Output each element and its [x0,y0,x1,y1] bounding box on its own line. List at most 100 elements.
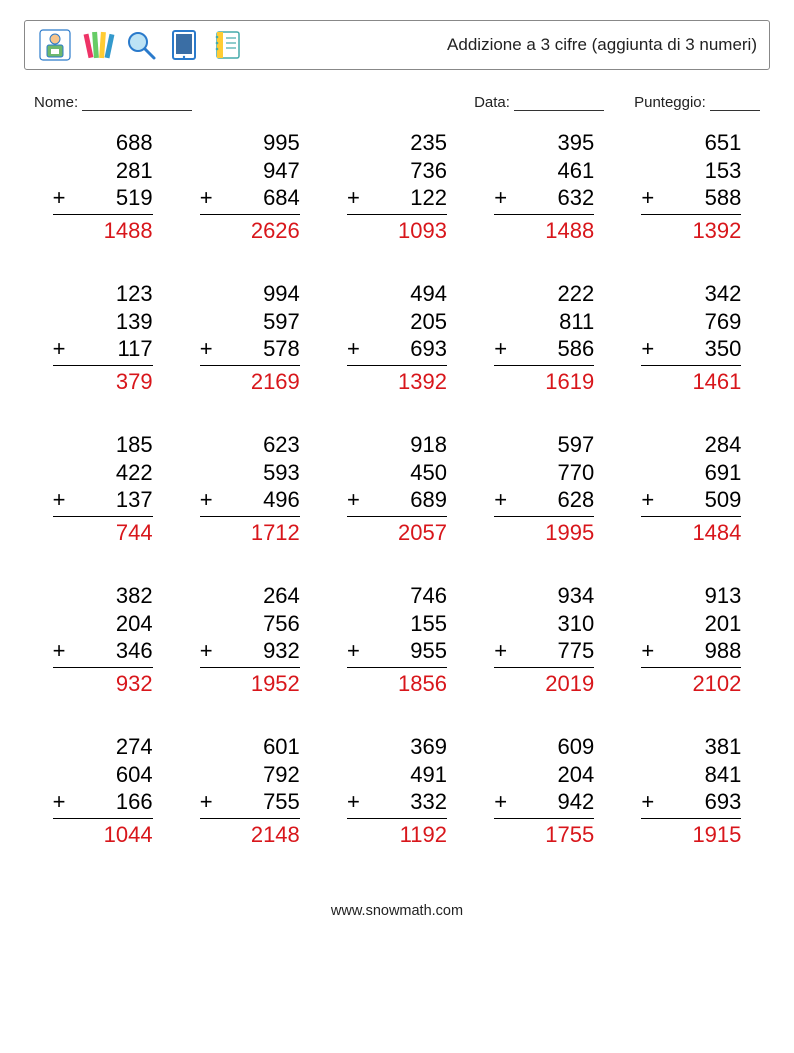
addend-2: 201 [641,610,741,638]
plus-sign: + [53,486,66,514]
addition-problem: 601792+7552148 [200,733,300,848]
addend-2: 769 [641,308,741,336]
addend-3-row: +684 [200,184,300,212]
addend-1: 274 [53,733,153,761]
addend-3-row: +693 [641,788,741,816]
tablet-icon [166,27,202,63]
addend-1: 381 [641,733,741,761]
addition-problem: 123139+117379 [53,280,153,395]
addend-3-row: +588 [641,184,741,212]
sum-rule: 2057 [347,516,447,547]
addend-2: 310 [494,610,594,638]
answer: 1995 [494,519,594,547]
addend-3: 628 [557,487,594,512]
answer: 1192 [347,821,447,849]
addend-1: 609 [494,733,594,761]
plus-sign: + [200,335,213,363]
addend-1: 369 [347,733,447,761]
sum-rule: 2019 [494,667,594,698]
date-blank [514,97,604,111]
addend-3: 693 [705,789,742,814]
sum-rule: 1093 [347,214,447,245]
addend-2: 491 [347,761,447,789]
answer: 1712 [200,519,300,547]
sum-rule: 1995 [494,516,594,547]
name-blank [82,97,192,111]
addend-3-row: +509 [641,486,741,514]
plus-sign: + [641,788,654,816]
plus-sign: + [53,788,66,816]
answer: 1488 [494,217,594,245]
addend-3: 496 [263,487,300,512]
sum-rule: 1192 [347,818,447,849]
addend-1: 235 [347,129,447,157]
addition-problem: 934310+7752019 [494,582,594,697]
addend-1: 913 [641,582,741,610]
addend-2: 691 [641,459,741,487]
plus-sign: + [347,335,360,363]
addend-3: 166 [116,789,153,814]
magnifier-icon [123,27,159,63]
addend-2: 736 [347,157,447,185]
addend-3-row: +693 [347,335,447,363]
addend-2: 155 [347,610,447,638]
answer: 1952 [200,670,300,698]
worksheet-title: Addizione a 3 cifre (aggiunta di 3 numer… [447,35,757,55]
answer: 1484 [641,519,741,547]
addition-problem: 623593+4961712 [200,431,300,546]
addend-1: 222 [494,280,594,308]
addend-2: 947 [200,157,300,185]
addend-2: 841 [641,761,741,789]
sum-rule: 744 [53,516,153,547]
addend-2: 597 [200,308,300,336]
sum-rule: 932 [53,667,153,698]
sum-rule: 1488 [53,214,153,245]
addend-3: 942 [557,789,594,814]
addend-2: 593 [200,459,300,487]
answer: 1856 [347,670,447,698]
footer-url: www.snowmath.com [24,903,770,919]
addend-3: 632 [557,185,594,210]
plus-sign: + [494,637,507,665]
addition-problem: 995947+6842626 [200,129,300,244]
addend-1: 342 [641,280,741,308]
answer: 2148 [200,821,300,849]
addend-1: 284 [641,431,741,459]
plus-sign: + [347,184,360,212]
addend-1: 995 [200,129,300,157]
header-box: Addizione a 3 cifre (aggiunta di 3 numer… [24,20,770,70]
addend-3: 346 [116,638,153,663]
answer: 2102 [641,670,741,698]
plus-sign: + [494,486,507,514]
addend-1: 185 [53,431,153,459]
addend-3: 755 [263,789,300,814]
worksheet-page: Addizione a 3 cifre (aggiunta di 3 numer… [0,0,794,939]
addend-3-row: +578 [200,335,300,363]
addend-3: 332 [410,789,447,814]
addend-3-row: +775 [494,637,594,665]
addend-3: 775 [557,638,594,663]
addend-2: 422 [53,459,153,487]
addend-2: 205 [347,308,447,336]
addition-problem: 284691+509 1484 [641,431,741,546]
addend-1: 597 [494,431,594,459]
plus-sign: + [53,637,66,665]
addend-3: 117 [118,336,153,361]
name-field: Nome: [34,94,192,111]
addend-1: 601 [200,733,300,761]
addend-3-row: +117 [53,335,153,363]
addend-3: 519 [116,185,153,210]
addend-3: 578 [263,336,300,361]
addend-3-row: +586 [494,335,594,363]
sum-rule: 379 [53,365,153,396]
answer: 1915 [641,821,741,849]
answer: 932 [53,670,153,698]
plus-sign: + [347,637,360,665]
addend-3-row: +332 [347,788,447,816]
addend-1: 395 [494,129,594,157]
addend-2: 281 [53,157,153,185]
sum-rule: 1484 [641,516,741,547]
sum-rule: 1619 [494,365,594,396]
addition-problem: 494205+6931392 [347,280,447,395]
addend-3-row: +955 [347,637,447,665]
